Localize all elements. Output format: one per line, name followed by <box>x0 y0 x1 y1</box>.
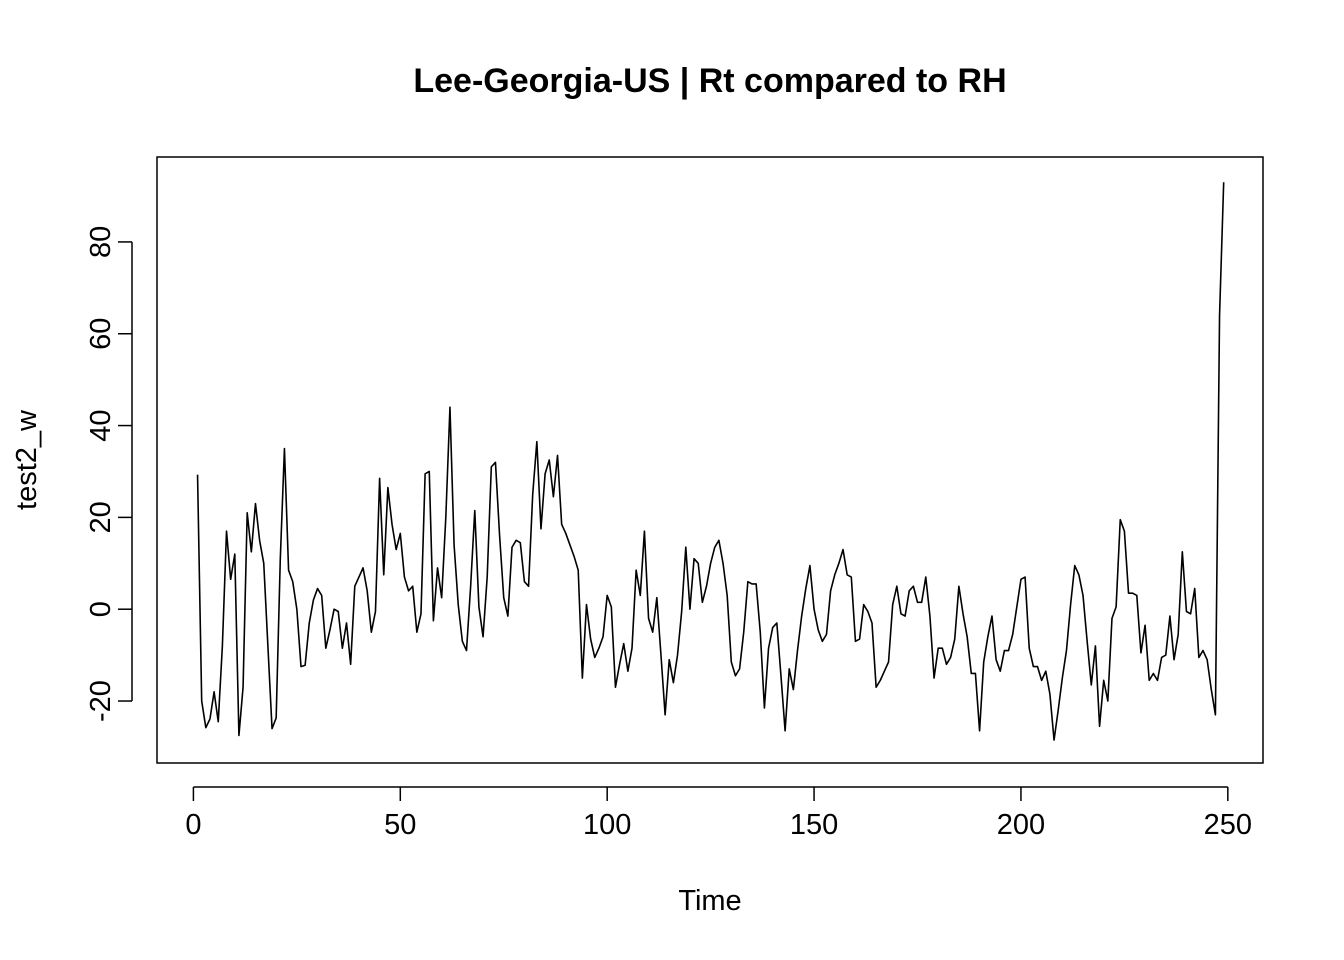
x-tick-label: 200 <box>997 809 1045 841</box>
data-series <box>196 182 1225 741</box>
y-tick-label: 80 <box>85 226 117 258</box>
y-tick-label: 0 <box>85 601 117 617</box>
y-tick-label: 60 <box>85 318 117 350</box>
x-tick-label: 250 <box>1204 809 1252 841</box>
y-axis-label: test2_w <box>11 409 43 510</box>
x-tick-label: 100 <box>583 809 631 841</box>
x-tick-label: 50 <box>384 809 416 841</box>
y-tick-label: -20 <box>85 680 117 722</box>
y-axis: -20 0 20 40 60 80 <box>85 226 133 722</box>
y-tick-label: 40 <box>85 409 117 441</box>
x-axis-label: Time <box>678 885 741 917</box>
x-tick-label: 150 <box>790 809 838 841</box>
plot-frame <box>156 156 1264 764</box>
x-axis: 0 50 100 150 200 250 <box>185 786 1252 841</box>
x-tick-label: 0 <box>185 809 201 841</box>
series-line <box>196 182 1225 741</box>
chart-title: Lee-Georgia-US | Rt compared to RH <box>413 62 1006 100</box>
y-tick-label: 20 <box>85 501 117 533</box>
